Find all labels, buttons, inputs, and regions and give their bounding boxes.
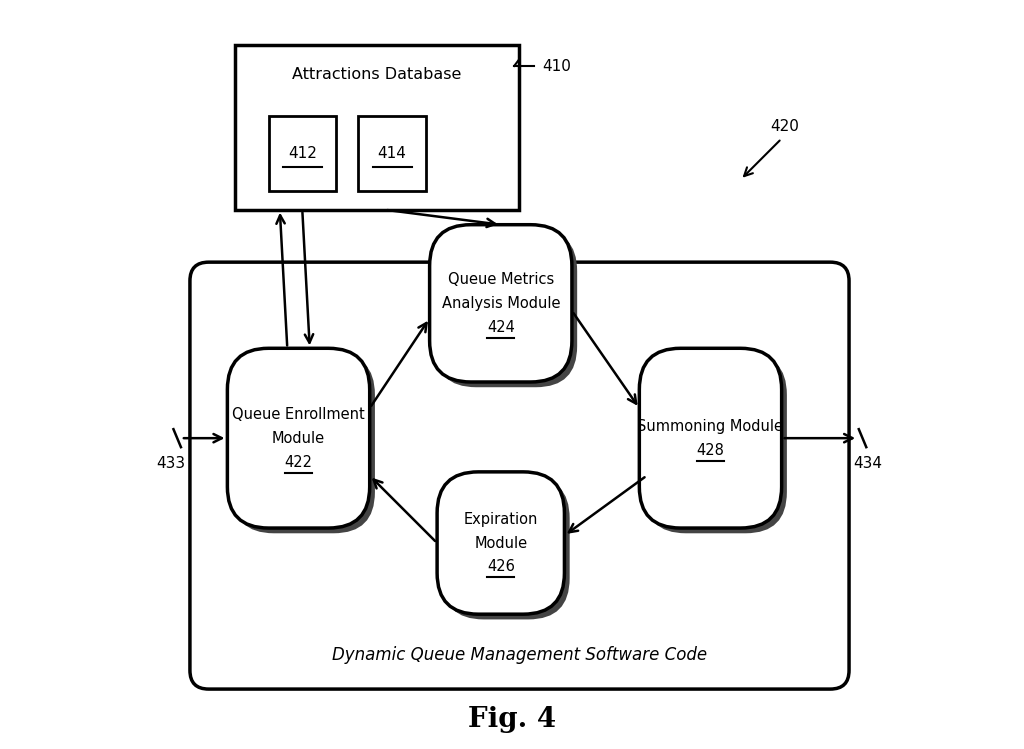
Text: Attractions Database: Attractions Database bbox=[293, 67, 462, 82]
Text: 422: 422 bbox=[285, 455, 312, 470]
FancyBboxPatch shape bbox=[227, 348, 370, 528]
Text: Analysis Module: Analysis Module bbox=[441, 296, 560, 311]
FancyBboxPatch shape bbox=[430, 225, 572, 382]
FancyBboxPatch shape bbox=[234, 45, 519, 210]
Text: 420: 420 bbox=[770, 119, 800, 134]
FancyBboxPatch shape bbox=[437, 472, 564, 614]
Text: Queue Enrollment: Queue Enrollment bbox=[232, 407, 365, 422]
FancyBboxPatch shape bbox=[268, 116, 336, 191]
FancyBboxPatch shape bbox=[358, 116, 426, 191]
Text: 414: 414 bbox=[378, 146, 407, 161]
Text: 412: 412 bbox=[288, 146, 316, 161]
Text: 434: 434 bbox=[853, 456, 882, 471]
Text: Module: Module bbox=[272, 431, 325, 446]
Text: 410: 410 bbox=[542, 59, 570, 74]
FancyBboxPatch shape bbox=[644, 354, 786, 533]
Text: 433: 433 bbox=[157, 456, 185, 471]
Text: Dynamic Queue Management Software Code: Dynamic Queue Management Software Code bbox=[332, 646, 707, 664]
Text: Summoning Module: Summoning Module bbox=[638, 419, 783, 434]
FancyBboxPatch shape bbox=[435, 230, 578, 387]
Text: Fig. 4: Fig. 4 bbox=[468, 706, 556, 733]
FancyBboxPatch shape bbox=[189, 262, 849, 689]
Text: Expiration: Expiration bbox=[464, 512, 538, 527]
Text: Queue Metrics: Queue Metrics bbox=[447, 272, 554, 287]
FancyBboxPatch shape bbox=[639, 348, 781, 528]
Text: 424: 424 bbox=[486, 320, 515, 335]
FancyBboxPatch shape bbox=[232, 354, 375, 533]
Text: 426: 426 bbox=[486, 560, 515, 574]
FancyBboxPatch shape bbox=[442, 477, 569, 619]
Text: 428: 428 bbox=[696, 443, 724, 458]
Text: Module: Module bbox=[474, 536, 527, 551]
